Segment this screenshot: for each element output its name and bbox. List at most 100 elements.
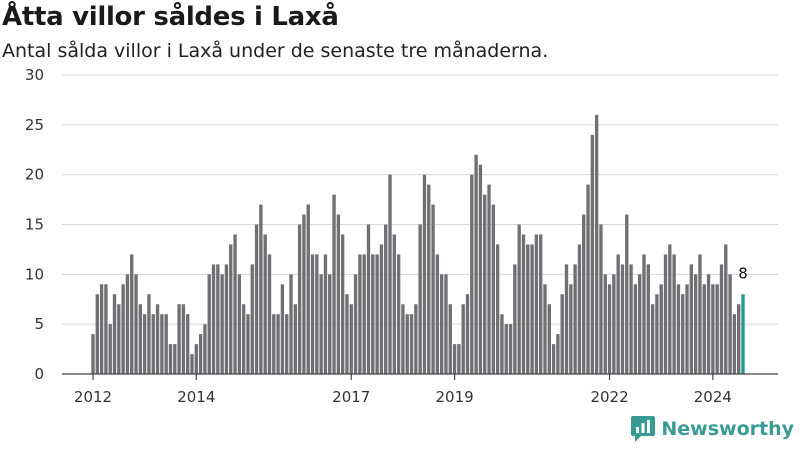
bar (138, 304, 143, 374)
data-label: 8 (738, 264, 748, 282)
bar (414, 304, 418, 374)
bar (224, 264, 229, 374)
bar (396, 254, 401, 374)
bar (526, 244, 530, 374)
bar (521, 234, 526, 374)
bar (319, 274, 323, 374)
bar (431, 204, 435, 374)
bar (285, 314, 289, 374)
bar (474, 154, 478, 374)
bar (289, 274, 293, 374)
bar (642, 254, 646, 374)
bar (293, 304, 297, 374)
bar (211, 264, 216, 374)
y-tick-label: 0 (34, 365, 44, 383)
bar (125, 274, 130, 374)
bar (732, 314, 737, 374)
bar (198, 334, 203, 374)
bar (633, 284, 638, 374)
chart-title: Åtta villor såldes i Laxå (2, 2, 339, 32)
x-tick-label: 2019 (435, 388, 473, 406)
bar (259, 204, 263, 374)
bar (379, 244, 384, 374)
bar (302, 214, 306, 374)
bar (151, 314, 155, 374)
bar (577, 244, 582, 374)
bar (448, 304, 452, 374)
bar (612, 274, 616, 374)
bar (646, 264, 650, 374)
bar (384, 224, 388, 374)
bar (719, 264, 724, 374)
bar (91, 334, 95, 374)
y-tick-label: 10 (25, 265, 44, 283)
bar (323, 254, 328, 374)
bar (728, 274, 732, 374)
bar (358, 254, 362, 374)
bar (534, 234, 539, 374)
bar (237, 274, 242, 374)
bar (422, 174, 427, 374)
bar (650, 304, 655, 374)
bar (375, 254, 379, 374)
bar (241, 304, 246, 374)
bar (229, 244, 233, 374)
bar (173, 344, 177, 374)
x-tick-label: 2012 (74, 388, 112, 406)
bar (599, 224, 603, 374)
bar (409, 314, 414, 374)
x-tick-label: 2017 (332, 388, 370, 406)
newsworthy-icon (631, 416, 656, 442)
bar (724, 244, 728, 374)
bar (280, 284, 285, 374)
bar (310, 254, 315, 374)
bar (345, 294, 349, 374)
bar (491, 204, 496, 374)
bar (504, 324, 508, 374)
bar (366, 224, 371, 374)
bar (693, 274, 698, 374)
bar (672, 254, 676, 374)
bar (457, 344, 461, 374)
bar (99, 284, 104, 374)
bar (254, 224, 259, 374)
bar (418, 224, 422, 374)
bar (564, 264, 569, 374)
bar (620, 264, 625, 374)
bar (625, 214, 629, 374)
bar (711, 284, 715, 374)
bar (112, 294, 117, 374)
bar (556, 334, 560, 374)
bar (663, 254, 668, 374)
bar (306, 204, 310, 374)
bar (388, 174, 392, 374)
bars (91, 114, 745, 374)
y-tick-label: 5 (34, 315, 44, 333)
bar (134, 274, 138, 374)
bar (470, 174, 474, 374)
bar (250, 264, 254, 374)
bar (500, 314, 504, 374)
bar (560, 294, 564, 374)
bar (668, 244, 672, 374)
x-tick-label: 2022 (590, 388, 628, 406)
bar (517, 224, 521, 374)
bar (121, 284, 125, 374)
bar (655, 294, 659, 374)
bar (573, 264, 577, 374)
bar (616, 254, 620, 374)
bar (698, 254, 702, 374)
y-axis-ticks: 0 5 10 15 20 25 30 (25, 66, 44, 383)
bar (638, 274, 642, 374)
bar (155, 304, 160, 374)
bar (190, 354, 194, 374)
bar (465, 294, 470, 374)
bar (461, 304, 465, 374)
bar (130, 254, 134, 374)
bar (659, 284, 663, 374)
bar (439, 274, 444, 374)
bar (444, 274, 448, 374)
bar (513, 264, 517, 374)
bar (168, 344, 173, 374)
